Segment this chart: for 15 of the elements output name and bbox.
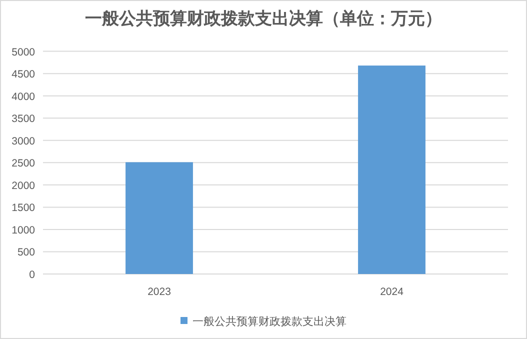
y-tick-label: 1000 [12,224,36,236]
x-tick-label: 2023 [148,286,172,298]
legend-label: 一般公共预算财政拨款支出决算 [192,315,346,328]
y-tick-label: 3500 [12,113,36,126]
y-tick-label: 4500 [12,68,36,81]
y-tick-label: 5000 [12,46,36,58]
y-tick-label: 3000 [12,135,36,148]
y-tick-label: 2500 [12,158,36,170]
y-tick-label: 2000 [12,180,36,192]
y-tick-label: 0 [29,269,36,281]
chart-title: 一般公共预算财政拨款支出决算（单位：万元） [85,9,442,28]
x-tick-label: 2024 [380,286,404,298]
y-tick-label: 500 [17,246,36,259]
y-tick-label: 4000 [12,90,36,103]
y-tick-label: 1500 [12,202,36,214]
